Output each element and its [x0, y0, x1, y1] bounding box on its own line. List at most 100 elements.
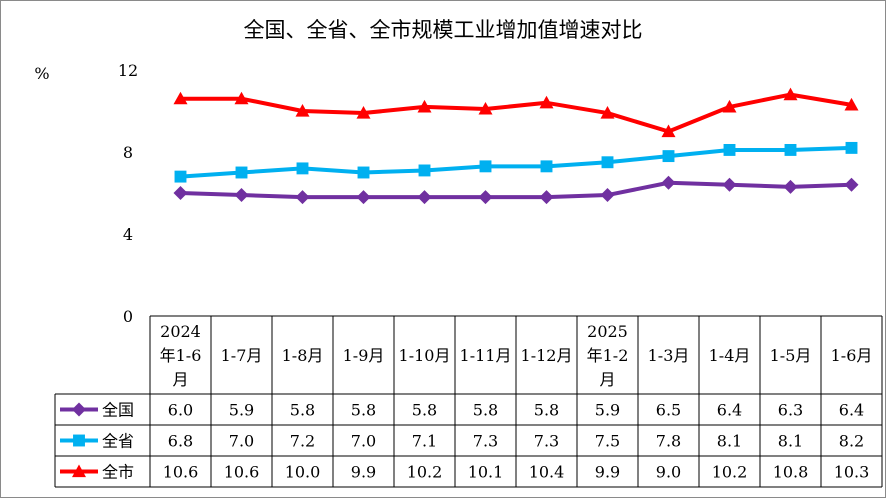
data-label: 5.8: [473, 401, 498, 420]
data-point: [661, 175, 676, 190]
data-point: [295, 104, 310, 117]
category-label: 2025 年1-2 月: [587, 322, 629, 389]
data-point: [296, 162, 309, 175]
data-point: [844, 97, 859, 111]
data-point: [600, 188, 615, 203]
y-tick-label: 8: [123, 143, 133, 162]
data-label: 7.0: [229, 432, 254, 451]
data-label: 5.8: [290, 401, 315, 420]
category-label: 1-8月: [282, 346, 324, 365]
data-point: [235, 166, 248, 179]
data-label: 10.2: [712, 463, 748, 482]
data-label: 9.9: [595, 463, 620, 482]
data-label: 5.9: [229, 401, 254, 420]
data-label: 6.8: [168, 432, 193, 451]
data-label: 5.8: [534, 401, 559, 420]
data-label: 10.1: [468, 463, 504, 482]
data-point: [234, 91, 249, 105]
data-point: [662, 150, 675, 163]
data-label: 7.3: [473, 432, 498, 451]
series-line-全市: [180, 92, 852, 134]
category-label: 1-6月: [831, 346, 873, 365]
data-point: [174, 170, 187, 183]
data-point: [783, 179, 798, 194]
data-point: [722, 177, 737, 192]
data-point: [661, 124, 676, 138]
category-label: 1-10月: [399, 346, 451, 365]
data-label: 6.5: [656, 401, 681, 420]
data-label: 6.3: [778, 401, 803, 420]
data-label: 5.8: [351, 401, 376, 420]
legend-label: 全省: [102, 432, 134, 451]
legend-label: 全国: [102, 401, 134, 420]
data-label: 6.4: [717, 401, 742, 420]
data-label: 10.0: [285, 463, 321, 482]
data-label: 10.3: [834, 463, 870, 482]
y-tick-label: 0: [123, 307, 133, 326]
category-label: 1-5月: [770, 346, 812, 365]
data-point: [173, 186, 188, 200]
data-label: 9.9: [351, 463, 376, 482]
data-point: [539, 190, 554, 205]
data-point: [173, 91, 188, 105]
data-point: [722, 99, 737, 113]
data-label: 6.0: [168, 401, 193, 420]
y-tick-label: 4: [123, 225, 133, 244]
legend-marker: [72, 464, 86, 478]
legend-marker: [73, 434, 85, 447]
data-label: 10.2: [407, 463, 443, 482]
category-label: 1-9月: [343, 346, 385, 365]
data-label: 8.2: [839, 432, 864, 451]
chart-title: 全国、全省、全市规模工业增加值增速对比: [244, 18, 643, 42]
data-label: 5.9: [595, 401, 620, 420]
data-label: 10.4: [529, 463, 565, 482]
data-label: 7.3: [534, 432, 559, 451]
category-label: 1-12月: [521, 346, 573, 365]
data-point: [540, 160, 553, 173]
data-point: [478, 190, 493, 205]
y-tick-label: 12: [118, 61, 138, 80]
data-label: 5.8: [412, 401, 437, 420]
data-label: 6.4: [839, 401, 864, 420]
category-label: 1-4月: [709, 346, 751, 365]
data-label: 7.0: [351, 432, 376, 451]
data-label: 7.8: [656, 432, 681, 451]
data-point: [601, 156, 614, 169]
data-label: 9.0: [656, 463, 681, 482]
category-label: 1-11月: [460, 346, 512, 365]
legend-marker: [72, 402, 86, 417]
category-label: 1-7月: [221, 346, 263, 365]
data-point: [356, 190, 371, 205]
category-label: 2024 年1-6 月: [160, 322, 202, 389]
category-label: 1-3月: [648, 346, 690, 365]
series-line-全国: [180, 180, 852, 200]
data-point: [357, 166, 370, 179]
data-label: 8.1: [778, 432, 803, 451]
data-label: 8.1: [717, 432, 742, 451]
data-point: [295, 190, 310, 205]
data-point: [418, 164, 431, 177]
data-label: 10.8: [773, 463, 809, 482]
legend-label: 全市: [102, 463, 134, 482]
data-label: 7.5: [595, 432, 620, 451]
data-point: [539, 95, 554, 109]
data-point: [844, 177, 859, 192]
data-label: 7.1: [412, 432, 437, 451]
series-line-全省: [180, 145, 852, 179]
data-point: [478, 101, 493, 115]
data-label: 7.2: [290, 432, 315, 451]
data-point: [783, 87, 798, 101]
data-point: [234, 188, 249, 203]
data-label: 10.6: [163, 463, 199, 482]
data-point: [417, 99, 432, 113]
data-point: [356, 106, 371, 119]
y-axis-unit: %: [34, 64, 49, 83]
data-point: [417, 190, 432, 205]
data-point: [600, 106, 615, 119]
data-point: [845, 141, 858, 154]
data-point: [479, 160, 492, 173]
data-point: [723, 144, 736, 156]
data-point: [784, 144, 797, 156]
data-label: 10.6: [224, 463, 260, 482]
